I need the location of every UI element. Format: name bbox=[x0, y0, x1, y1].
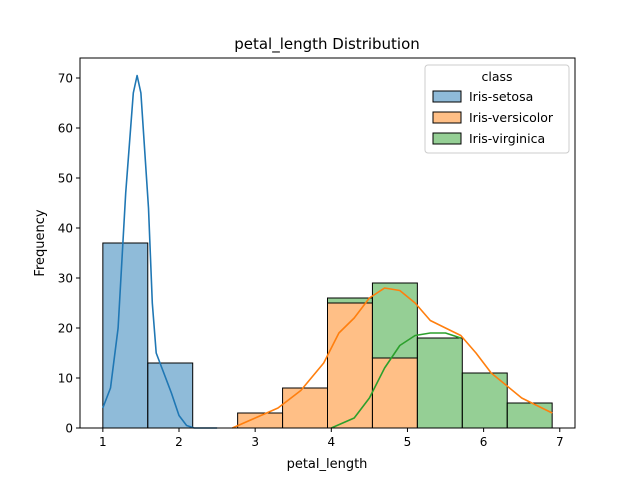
y-axis-label: Frequency bbox=[33, 209, 48, 276]
histogram-bar bbox=[506, 402, 553, 429]
legend-label: Iris-virginica bbox=[469, 131, 545, 146]
histogram-bar bbox=[371, 357, 418, 429]
histogram-bar bbox=[416, 337, 463, 429]
legend: class Iris-setosa Iris-versicolor Iris-virg… bbox=[424, 64, 570, 154]
bars-layer bbox=[102, 242, 553, 429]
x-tick-label: 4 bbox=[327, 435, 335, 449]
y-tick-label: 50 bbox=[58, 172, 73, 186]
x-tick-label: 1 bbox=[99, 435, 107, 449]
kde-line bbox=[231, 287, 553, 429]
kde-line bbox=[102, 74, 218, 429]
x-tick-label: 5 bbox=[404, 435, 412, 449]
x-tick-label: 7 bbox=[556, 435, 564, 449]
y-tick-label: 70 bbox=[58, 72, 73, 86]
kde-layer bbox=[102, 74, 553, 429]
y-tick-label: 30 bbox=[58, 272, 73, 286]
legend-swatch bbox=[432, 111, 462, 124]
y-tick-label: 0 bbox=[65, 422, 73, 436]
x-tick-label: 2 bbox=[175, 435, 183, 449]
histogram-bar bbox=[147, 362, 194, 429]
kde-line bbox=[330, 332, 462, 429]
legend-label: Iris-setosa bbox=[469, 89, 533, 104]
histogram-bar bbox=[102, 242, 149, 429]
chart-title: petal_length Distribution bbox=[234, 35, 420, 54]
histogram-bar bbox=[282, 387, 329, 429]
y-tick-label: 40 bbox=[58, 222, 73, 236]
histogram-bar bbox=[461, 372, 508, 429]
x-axis-label: petal_length bbox=[287, 457, 368, 472]
x-tick-label: 3 bbox=[251, 435, 259, 449]
legend-swatch bbox=[432, 90, 462, 103]
y-tick-label: 20 bbox=[58, 322, 73, 336]
legend-swatch bbox=[432, 132, 462, 145]
legend-title: class bbox=[481, 69, 512, 84]
x-tick-label: 6 bbox=[480, 435, 488, 449]
y-tick-label: 10 bbox=[58, 372, 73, 386]
y-tick-label: 60 bbox=[58, 122, 73, 136]
plot-frame bbox=[79, 57, 576, 429]
legend-label: Iris-versicolor bbox=[469, 110, 554, 125]
histogram-bar bbox=[371, 282, 418, 359]
legend-box bbox=[424, 64, 570, 154]
